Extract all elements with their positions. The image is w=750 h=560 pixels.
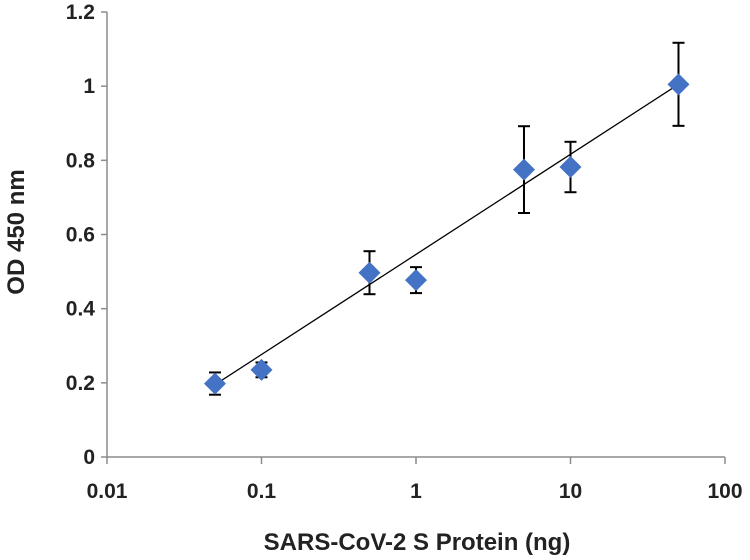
y-tick-label: 0.4 (66, 298, 96, 321)
y-tick-label: 1 (83, 75, 95, 98)
x-tick-label: 0.1 (247, 480, 277, 503)
data-point-diamond (358, 261, 381, 284)
axes (101, 11, 726, 464)
data-point-diamond (405, 269, 427, 292)
y-tick-label: 1.2 (66, 1, 95, 24)
x-tick-label: 0.01 (87, 480, 128, 503)
data-point-diamond (250, 358, 273, 381)
x-tick-label: 100 (707, 480, 742, 503)
data-point-diamond (667, 73, 690, 96)
x-tick-label: 10 (559, 480, 582, 503)
y-axis-title: OD 450 nm (3, 169, 30, 294)
y-tick-label: 0 (83, 446, 95, 469)
x-axis-title: SARS-CoV-2 S Protein (ng) (264, 529, 571, 556)
y-tick-label: 0.2 (66, 372, 95, 395)
trendline-group (214, 83, 679, 386)
data-point-diamond (203, 372, 226, 395)
y-tick-label: 0.8 (66, 149, 96, 172)
tick-labels: 0 0.2 0.4 0.6 0.8 1 1.2 0.01 0.1 1 10 100 (66, 1, 743, 503)
trendline (214, 83, 679, 386)
x-tick-label: 1 (410, 480, 422, 503)
data-point-diamond (559, 156, 582, 179)
y-tick-label: 0.6 (66, 224, 95, 247)
data-point-diamond (512, 158, 535, 181)
data-points (203, 73, 690, 395)
